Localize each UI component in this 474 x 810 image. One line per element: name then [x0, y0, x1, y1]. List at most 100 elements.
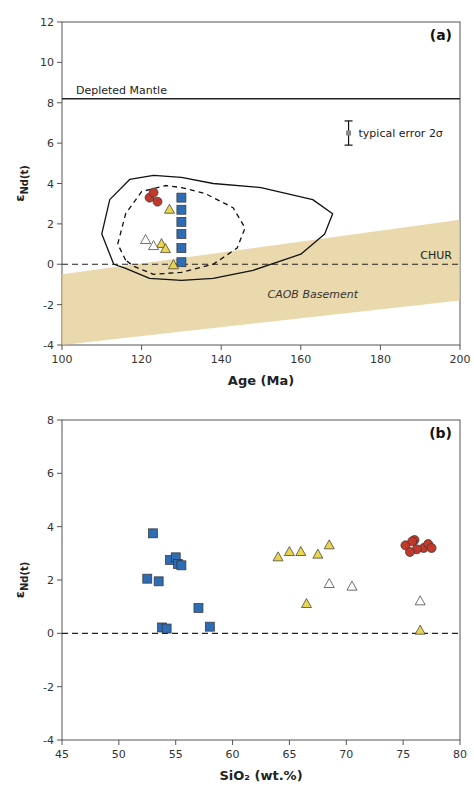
point: [347, 581, 357, 590]
point: [149, 188, 158, 197]
point: [194, 604, 203, 613]
point: [177, 205, 186, 214]
y-tick-label: 8: [47, 97, 54, 110]
band-label: CAOB Basement: [268, 288, 359, 301]
panel-title: (a): [430, 27, 452, 43]
y-axis-label: εNd(t): [12, 562, 30, 599]
x-tick-label: 60: [226, 748, 240, 761]
y-tick: [57, 62, 62, 63]
y-tick: [57, 345, 62, 346]
error-bar-cap: [345, 120, 353, 121]
reference-line: [62, 98, 460, 100]
point: [296, 547, 306, 556]
point: [148, 529, 157, 538]
error-bar: [345, 121, 353, 145]
point: [177, 244, 186, 253]
point: [205, 622, 214, 631]
y-axis-label: εNd(t): [12, 165, 30, 202]
y-tick-label: 12: [40, 16, 54, 29]
x-axis-label: SiO₂ (wt.%): [219, 768, 302, 783]
y-tick-label: 4: [47, 178, 54, 191]
y-tick-label: 2: [47, 574, 54, 587]
y-tick-label: -2: [43, 681, 54, 694]
y-tick-label: 0: [47, 627, 54, 640]
y-tick: [57, 223, 62, 224]
band: [62, 220, 460, 345]
point: [415, 625, 425, 634]
y-tick-label: 4: [47, 521, 54, 534]
reference-line-label: Depleted Mantle: [76, 84, 167, 97]
y-tick: [57, 143, 62, 144]
y-tick: [57, 183, 62, 184]
y-tick-label: 2: [47, 218, 54, 231]
y-tick: [57, 526, 62, 527]
point: [162, 624, 171, 633]
x-tick: [62, 740, 63, 745]
annotations: (b): [429, 425, 452, 441]
y-tick: [57, 102, 62, 103]
x-tick: [118, 740, 119, 745]
point: [408, 537, 417, 546]
x-tick: [175, 740, 176, 745]
reference-line: [62, 633, 460, 634]
field-outline: [118, 186, 245, 275]
x-tick-label: 180: [370, 353, 391, 366]
x-tick-label: 80: [453, 748, 467, 761]
y-tick-label: 0: [47, 258, 54, 271]
point: [324, 579, 334, 588]
y-tick: [57, 740, 62, 741]
x-tick-label: 70: [339, 748, 353, 761]
y-axis-label-subscript: Nd(t): [19, 165, 30, 194]
x-tick: [300, 345, 301, 350]
x-tick-label: 45: [55, 748, 69, 761]
y-tick-label: -4: [43, 339, 54, 352]
point: [143, 574, 152, 583]
error-bar-label: typical error 2σ: [359, 127, 443, 140]
point: [284, 547, 294, 556]
point: [427, 544, 436, 553]
point: [141, 235, 151, 244]
x-tick-label: 200: [450, 353, 471, 366]
x-tick-label: 50: [112, 748, 126, 761]
y-tick-label: 8: [47, 414, 54, 427]
point: [154, 577, 163, 586]
panel: 100120140160180200-4-2024681012Age (Ma)ε…: [12, 16, 471, 388]
x-tick: [62, 345, 63, 350]
point: [301, 599, 311, 608]
point: [160, 244, 170, 253]
error-bar-cap: [345, 145, 353, 146]
reference-line: [62, 264, 460, 265]
point: [177, 561, 186, 570]
x-tick: [141, 345, 142, 350]
y-axis-label-symbol: ε: [12, 195, 27, 202]
reference-line-label: CHUR: [420, 249, 452, 262]
y-axis-label-subscript: Nd(t): [19, 562, 30, 591]
point: [313, 549, 323, 558]
y-axis-label-symbol: ε: [12, 591, 27, 598]
figure: 100120140160180200-4-2024681012Age (Ma)ε…: [0, 0, 474, 810]
x-tick: [460, 345, 461, 350]
x-tick-label: 55: [169, 748, 183, 761]
y-tick: [57, 686, 62, 687]
x-tick: [289, 740, 290, 745]
y-tick: [57, 580, 62, 581]
point: [324, 540, 334, 549]
x-tick-label: 75: [396, 748, 410, 761]
y-tick: [57, 473, 62, 474]
x-tick-label: 100: [52, 353, 73, 366]
x-axis-label: Age (Ma): [228, 373, 294, 388]
point: [168, 260, 178, 269]
point: [405, 548, 414, 557]
y-tick-label: -4: [43, 734, 54, 747]
x-tick-label: 160: [290, 353, 311, 366]
point: [415, 596, 425, 605]
y-tick: [57, 264, 62, 265]
point: [164, 204, 174, 213]
x-tick-label: 65: [282, 748, 296, 761]
point: [153, 197, 162, 206]
x-tick-label: 140: [211, 353, 232, 366]
point: [149, 241, 159, 250]
point: [273, 552, 283, 561]
x-tick: [232, 740, 233, 745]
y-tick-label: -2: [43, 299, 54, 312]
